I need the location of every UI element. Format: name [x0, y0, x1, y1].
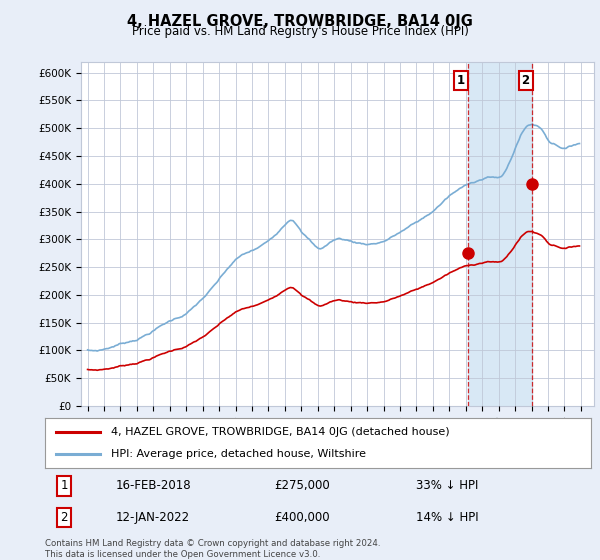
Text: 4, HAZEL GROVE, TROWBRIDGE, BA14 0JG: 4, HAZEL GROVE, TROWBRIDGE, BA14 0JG	[127, 14, 473, 29]
Text: 2: 2	[61, 511, 68, 524]
Text: 1: 1	[61, 479, 68, 492]
Text: HPI: Average price, detached house, Wiltshire: HPI: Average price, detached house, Wilt…	[110, 449, 365, 459]
Text: 4, HAZEL GROVE, TROWBRIDGE, BA14 0JG (detached house): 4, HAZEL GROVE, TROWBRIDGE, BA14 0JG (de…	[110, 427, 449, 437]
Text: 2: 2	[521, 74, 530, 87]
Text: 12-JAN-2022: 12-JAN-2022	[116, 511, 190, 524]
Text: £400,000: £400,000	[274, 511, 330, 524]
Bar	[468, 62, 532, 406]
Text: Price paid vs. HM Land Registry's House Price Index (HPI): Price paid vs. HM Land Registry's House …	[131, 25, 469, 38]
Text: £275,000: £275,000	[274, 479, 330, 492]
Text: Contains HM Land Registry data © Crown copyright and database right 2024.
This d: Contains HM Land Registry data © Crown c…	[45, 539, 380, 559]
Text: 33% ↓ HPI: 33% ↓ HPI	[416, 479, 479, 492]
Text: 16-FEB-2018: 16-FEB-2018	[116, 479, 191, 492]
Text: 1: 1	[457, 74, 465, 87]
Text: 14% ↓ HPI: 14% ↓ HPI	[416, 511, 479, 524]
